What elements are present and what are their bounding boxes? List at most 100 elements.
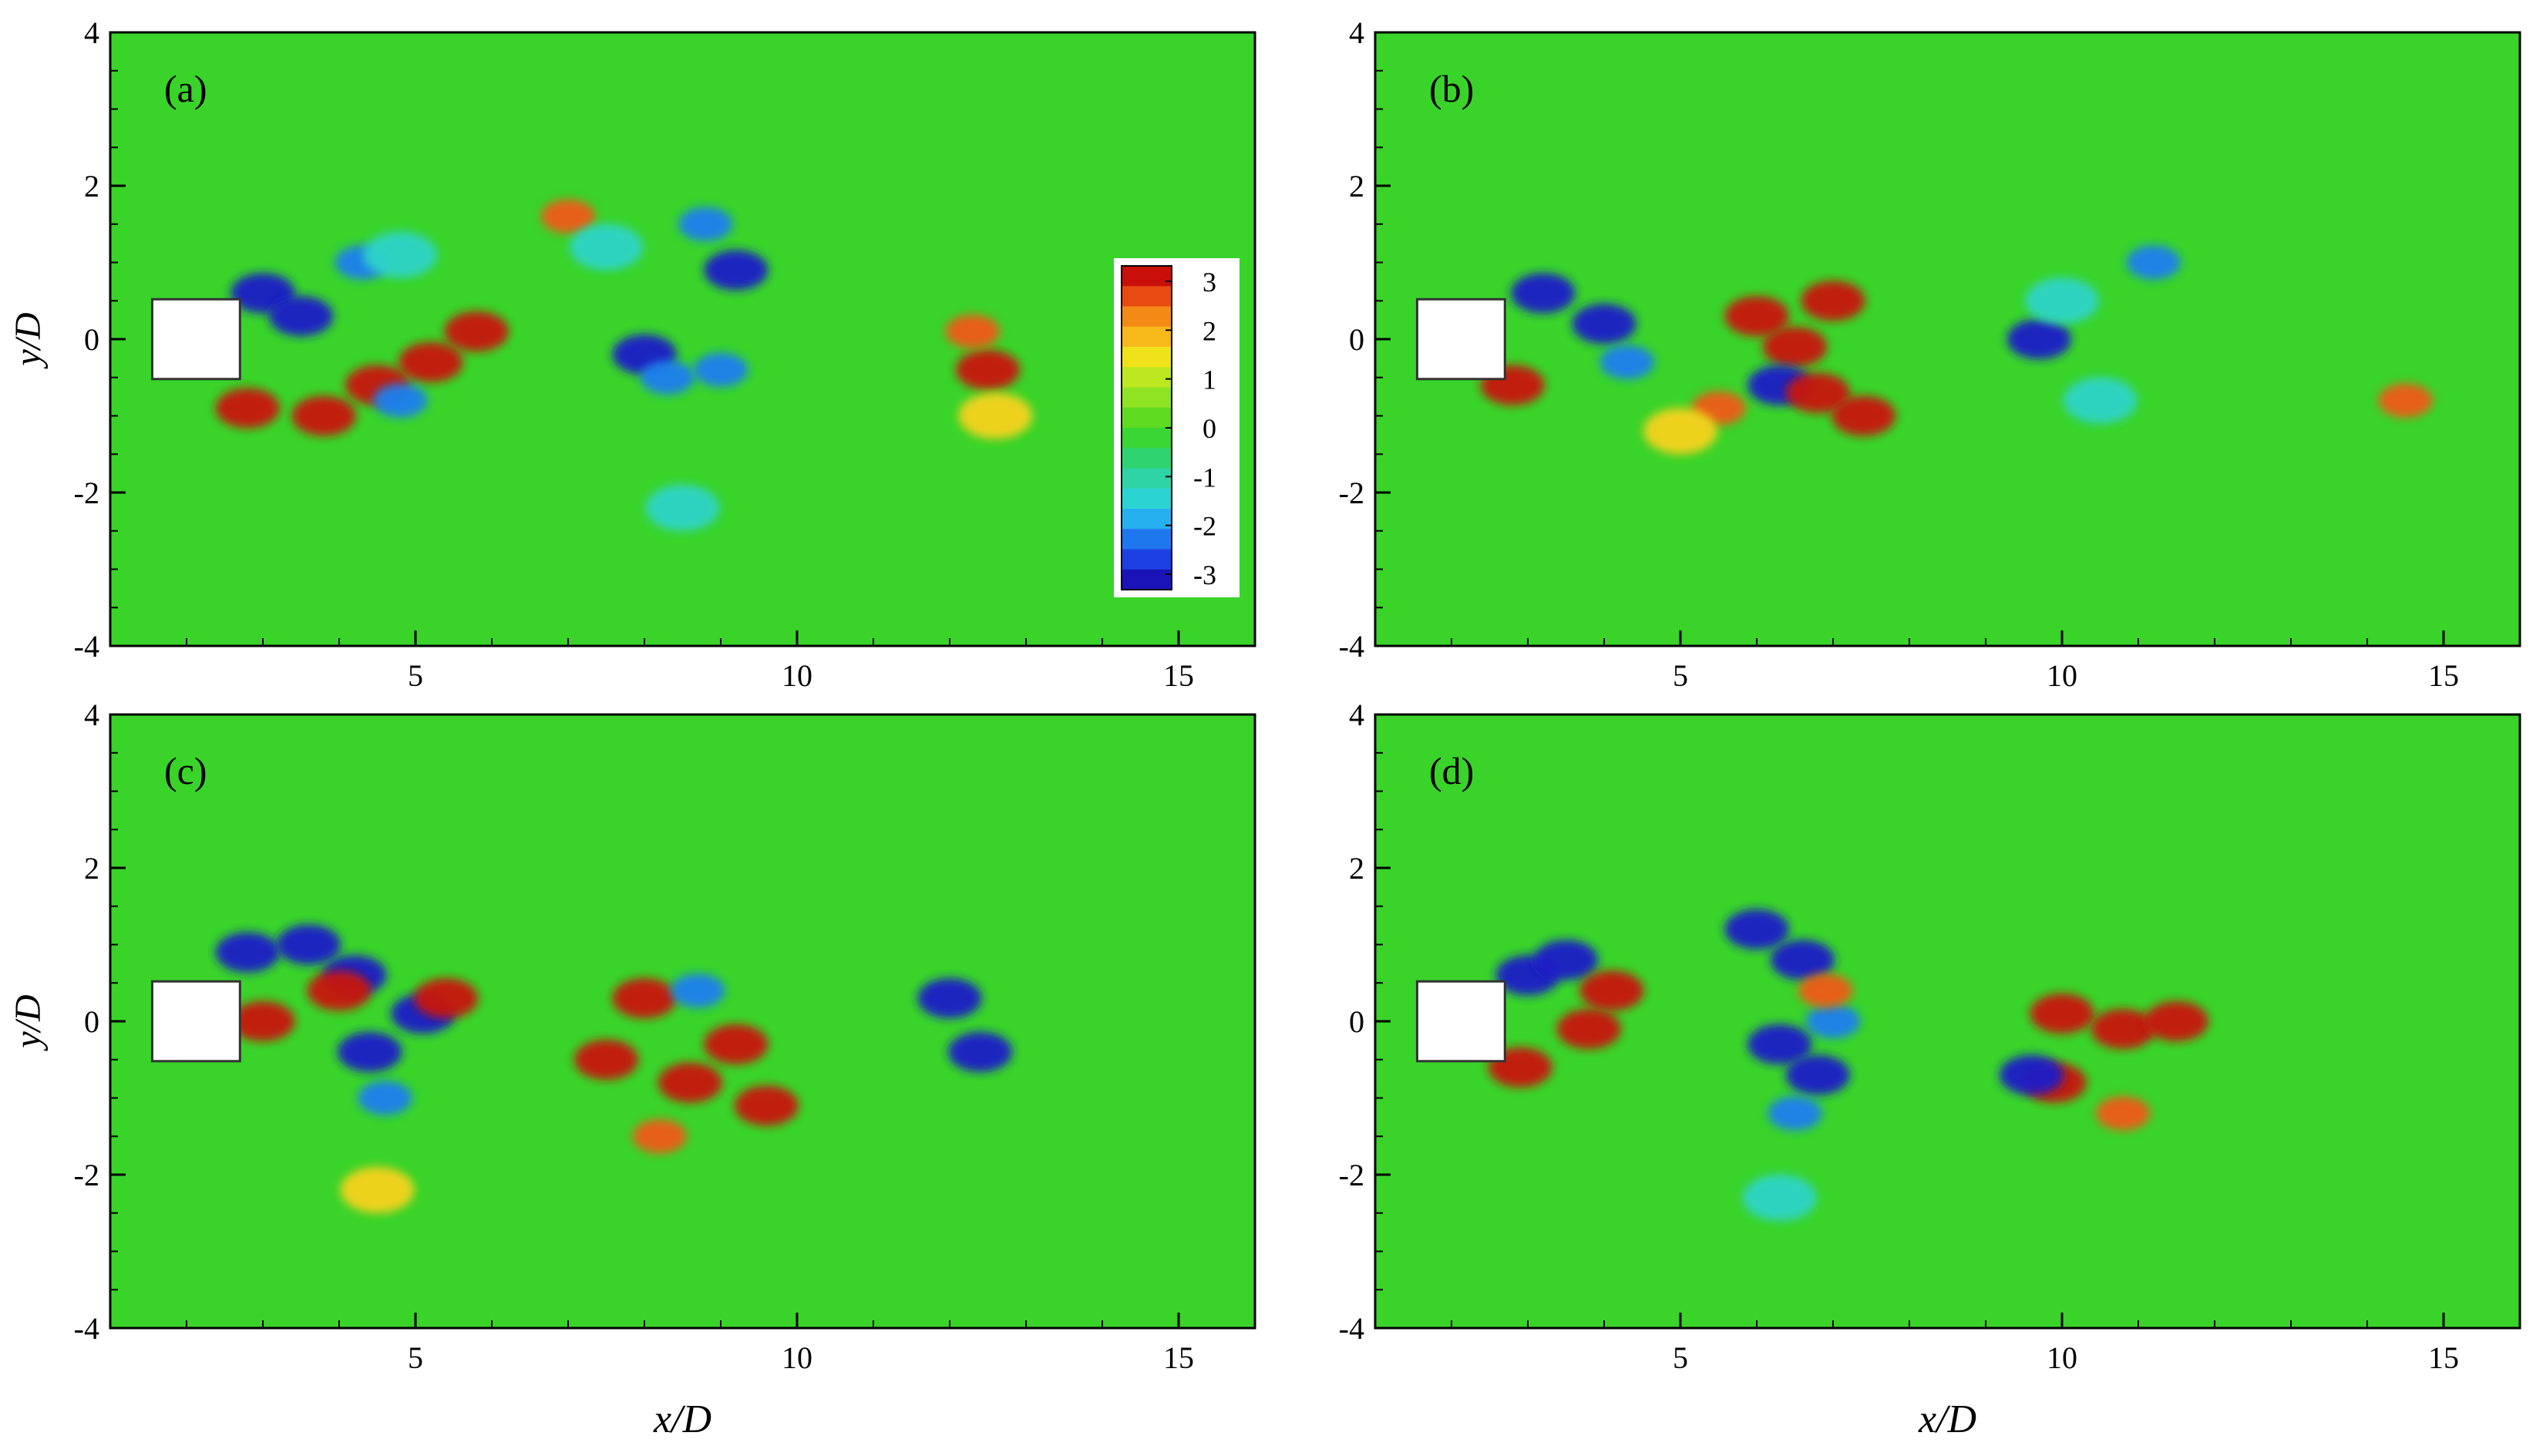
vortex-blob <box>230 1001 295 1041</box>
colorbar-segment <box>1122 286 1172 307</box>
y-tick-label: -4 <box>1339 1311 1364 1346</box>
y-tick-label: -2 <box>74 476 99 510</box>
field-background <box>1375 715 2520 1328</box>
vortex-blob <box>338 1031 402 1072</box>
vortex-blob <box>632 1119 687 1154</box>
vortex-blob <box>945 314 1000 349</box>
vortex-blob <box>540 199 596 234</box>
vortex-blob <box>373 383 428 418</box>
vortex-blob <box>2096 1096 2151 1131</box>
colorbar-tick-label: 0 <box>1203 413 1216 444</box>
vortex-blob <box>276 924 341 965</box>
vortex-blob <box>678 207 733 241</box>
x-tick-label: 5 <box>1673 1340 1688 1375</box>
vortex-blob <box>1999 1054 2064 1095</box>
x-tick-label: 15 <box>2428 658 2459 693</box>
y-tick-label: 0 <box>84 1004 99 1039</box>
y-tick-label: -2 <box>1339 476 1364 510</box>
field-background <box>110 715 1255 1328</box>
vortex-blob <box>693 352 748 387</box>
square-cylinder <box>1415 298 1506 381</box>
vortex-blob <box>358 1081 412 1115</box>
panel-label: (b) <box>1429 67 1474 110</box>
square-cylinder <box>150 298 241 381</box>
x-tick-label: 5 <box>408 658 423 693</box>
y-tick-label: 2 <box>84 851 99 886</box>
y-tick-label: 2 <box>84 169 99 203</box>
y-tick-label: 0 <box>1349 322 1364 357</box>
vortex-blob <box>958 392 1033 439</box>
vortex-blob <box>307 970 372 1011</box>
vortex-blob <box>948 1031 1013 1072</box>
colorbar-segment <box>1122 347 1172 368</box>
y-tick-label: 2 <box>1349 851 1364 886</box>
vortex-blob <box>1747 1024 1812 1064</box>
vortex-blob <box>704 1024 769 1064</box>
x-tick-label: 15 <box>2428 1340 2459 1375</box>
vortex-blob <box>414 978 479 1019</box>
vortex-blob <box>215 932 280 973</box>
vortex-blob <box>704 250 769 291</box>
colorbar-segment <box>1122 549 1172 570</box>
vortex-blob <box>1768 1096 1822 1131</box>
panel-b: 4 2 0 -2 -4 5 10 15 (b) <box>1339 15 2521 693</box>
vortex-blob <box>645 484 720 531</box>
vortex-blob <box>1785 1054 1850 1095</box>
colorbar-tick-label: 2 <box>1203 315 1216 346</box>
colorbar-segment <box>1122 428 1172 449</box>
vortex-blob <box>1643 408 1717 455</box>
colorbar-segment <box>1122 387 1172 409</box>
x-tick-label: 10 <box>782 1340 812 1375</box>
y-tick-label: 4 <box>84 698 99 732</box>
y-axis-label: y/D <box>8 994 49 1051</box>
square-cylinder <box>1415 980 1506 1063</box>
panel-d: 4 2 0 -2 -4 5 10 15 (d) x/D <box>1339 698 2521 1441</box>
x-tick-label: 15 <box>1163 1340 1194 1375</box>
vortex-blob <box>1742 1174 1817 1221</box>
vortex-blob <box>1762 326 1828 367</box>
vortex-blob <box>1599 345 1654 379</box>
vortex-blob <box>574 1039 639 1080</box>
y-tick-label: 0 <box>84 322 99 357</box>
vortex-blob <box>1533 940 1599 980</box>
colorbar-segment <box>1122 529 1172 550</box>
vortex-blob <box>1770 940 1835 980</box>
x-tick-label: 15 <box>1163 658 1194 693</box>
field-background <box>1375 32 2520 646</box>
vortex-blob <box>444 311 509 352</box>
vortex-blob <box>569 224 644 271</box>
y-tick-label: 2 <box>1349 169 1364 203</box>
colorbar-segment <box>1122 326 1172 348</box>
vortex-blob <box>2063 377 2138 424</box>
vortex-blob <box>1511 273 1576 314</box>
panel-label: (a) <box>164 67 207 110</box>
vortex-blob <box>612 978 677 1019</box>
x-tick-label: 5 <box>1673 658 1688 693</box>
field-background <box>110 32 1255 646</box>
vortex-blob <box>1801 281 1865 321</box>
vortex-blob <box>917 978 982 1019</box>
y-tick-label: -2 <box>74 1158 99 1192</box>
vortex-blob <box>1579 970 1644 1011</box>
vortex-blob <box>955 349 1021 390</box>
colorbar-segment <box>1122 468 1172 489</box>
x-axis-label: x/D <box>653 1397 711 1441</box>
colorbar-segment <box>1122 367 1172 388</box>
vortex-blob <box>2126 245 2181 280</box>
y-tick-label: 0 <box>1349 1004 1364 1039</box>
vortex-blob <box>363 231 438 278</box>
colorbar-tick-label: -3 <box>1193 560 1216 590</box>
colorbar-segment <box>1122 569 1172 590</box>
vortex-blob <box>2006 319 2071 359</box>
colorbar-segment <box>1122 448 1172 469</box>
vortex-blob <box>2144 1001 2209 1041</box>
colorbar: 3 2 1 0 -1 -2 -3 <box>1114 258 1240 597</box>
vortex-blob <box>2091 1008 2155 1049</box>
y-tick-label: -4 <box>1339 629 1364 664</box>
vortex-blob <box>215 388 280 429</box>
x-tick-label: 10 <box>2047 658 2077 693</box>
colorbar-tick-label: 3 <box>1203 267 1216 298</box>
x-axis-label: x/D <box>1918 1397 1976 1441</box>
panel-c: 4 2 0 -2 -4 5 10 15 (c) y/D x/D <box>8 698 1256 1441</box>
